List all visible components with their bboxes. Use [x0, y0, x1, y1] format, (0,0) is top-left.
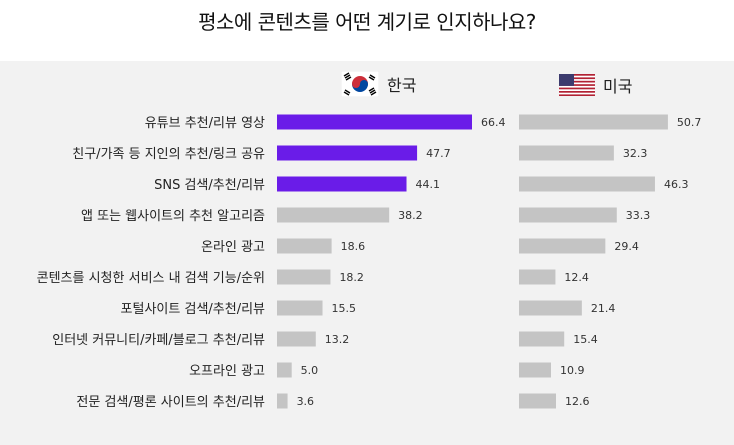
bar-korea [277, 393, 288, 409]
bar-korea [277, 362, 292, 378]
bar-korea [277, 176, 407, 192]
category-label: 콘텐츠를 시청한 서비스 내 검색 기능/순위 [37, 271, 265, 286]
category-label: 앱 또는 웹사이트의 추천 알고리즘 [81, 209, 265, 224]
value-label-korea: 38.2 [398, 209, 423, 222]
value-label-korea: 66.4 [481, 116, 506, 129]
bar-usa [519, 238, 606, 254]
bar-korea [277, 300, 323, 316]
category-label: 포털사이트 검색/추천/리뷰 [121, 302, 265, 317]
category-label: 인터넷 커뮤니티/카페/블로그 추천/리뷰 [52, 333, 265, 348]
value-label-usa: 15.4 [573, 333, 598, 346]
value-label-usa: 12.4 [564, 271, 589, 284]
value-label-usa: 10.9 [560, 364, 585, 377]
value-label-korea: 15.5 [332, 302, 357, 315]
value-label-usa: 50.7 [677, 116, 702, 129]
value-label-korea: 18.2 [339, 271, 364, 284]
bar-korea [277, 145, 418, 161]
value-label-usa: 32.3 [623, 147, 648, 160]
bar-usa [519, 114, 668, 130]
category-label: 오프라인 광고 [189, 364, 265, 379]
bar-usa [519, 362, 552, 378]
bar-korea [277, 207, 390, 223]
value-label-usa: 33.3 [626, 209, 651, 222]
value-label-usa: 12.6 [565, 395, 590, 408]
usa-header: 미국 [559, 73, 632, 97]
bar-korea [277, 331, 316, 347]
chart-title: 평소에 콘텐츠를 어떤 계기로 인지하나요? [198, 10, 536, 34]
value-label-korea: 5.0 [301, 364, 319, 377]
bar-usa [519, 176, 655, 192]
usa-flag-icon [559, 74, 595, 96]
value-label-usa: 46.3 [664, 178, 689, 191]
value-label-usa: 29.4 [614, 240, 639, 253]
bar-usa [519, 269, 556, 285]
bar-usa [519, 145, 614, 161]
korea-flag-icon [341, 71, 379, 97]
category-label: 온라인 광고 [201, 240, 265, 255]
bar-korea [277, 238, 332, 254]
value-label-usa: 21.4 [591, 302, 616, 315]
bar-usa [519, 207, 617, 223]
category-label: 유튜브 추천/리뷰 영상 [145, 116, 265, 131]
category-label: 전문 검색/평론 사이트의 추천/리뷰 [76, 395, 265, 410]
legend-usa: 미국 [603, 77, 633, 96]
value-label-korea: 44.1 [416, 178, 441, 191]
category-label: SNS 검색/추천/리뷰 [154, 178, 265, 193]
bar-usa [519, 300, 582, 316]
legend-korea: 한국 [387, 76, 417, 95]
bar-korea [277, 269, 331, 285]
category-label: 친구/가족 등 지인의 추천/링크 공유 [72, 147, 265, 162]
value-label-korea: 3.6 [297, 395, 315, 408]
value-label-korea: 47.7 [426, 147, 451, 160]
bar-usa [519, 393, 557, 409]
bar-usa [519, 331, 565, 347]
value-label-korea: 13.2 [325, 333, 350, 346]
bar-korea [277, 114, 472, 130]
korea-header: 한국 [341, 71, 416, 97]
value-label-korea: 18.6 [341, 240, 366, 253]
